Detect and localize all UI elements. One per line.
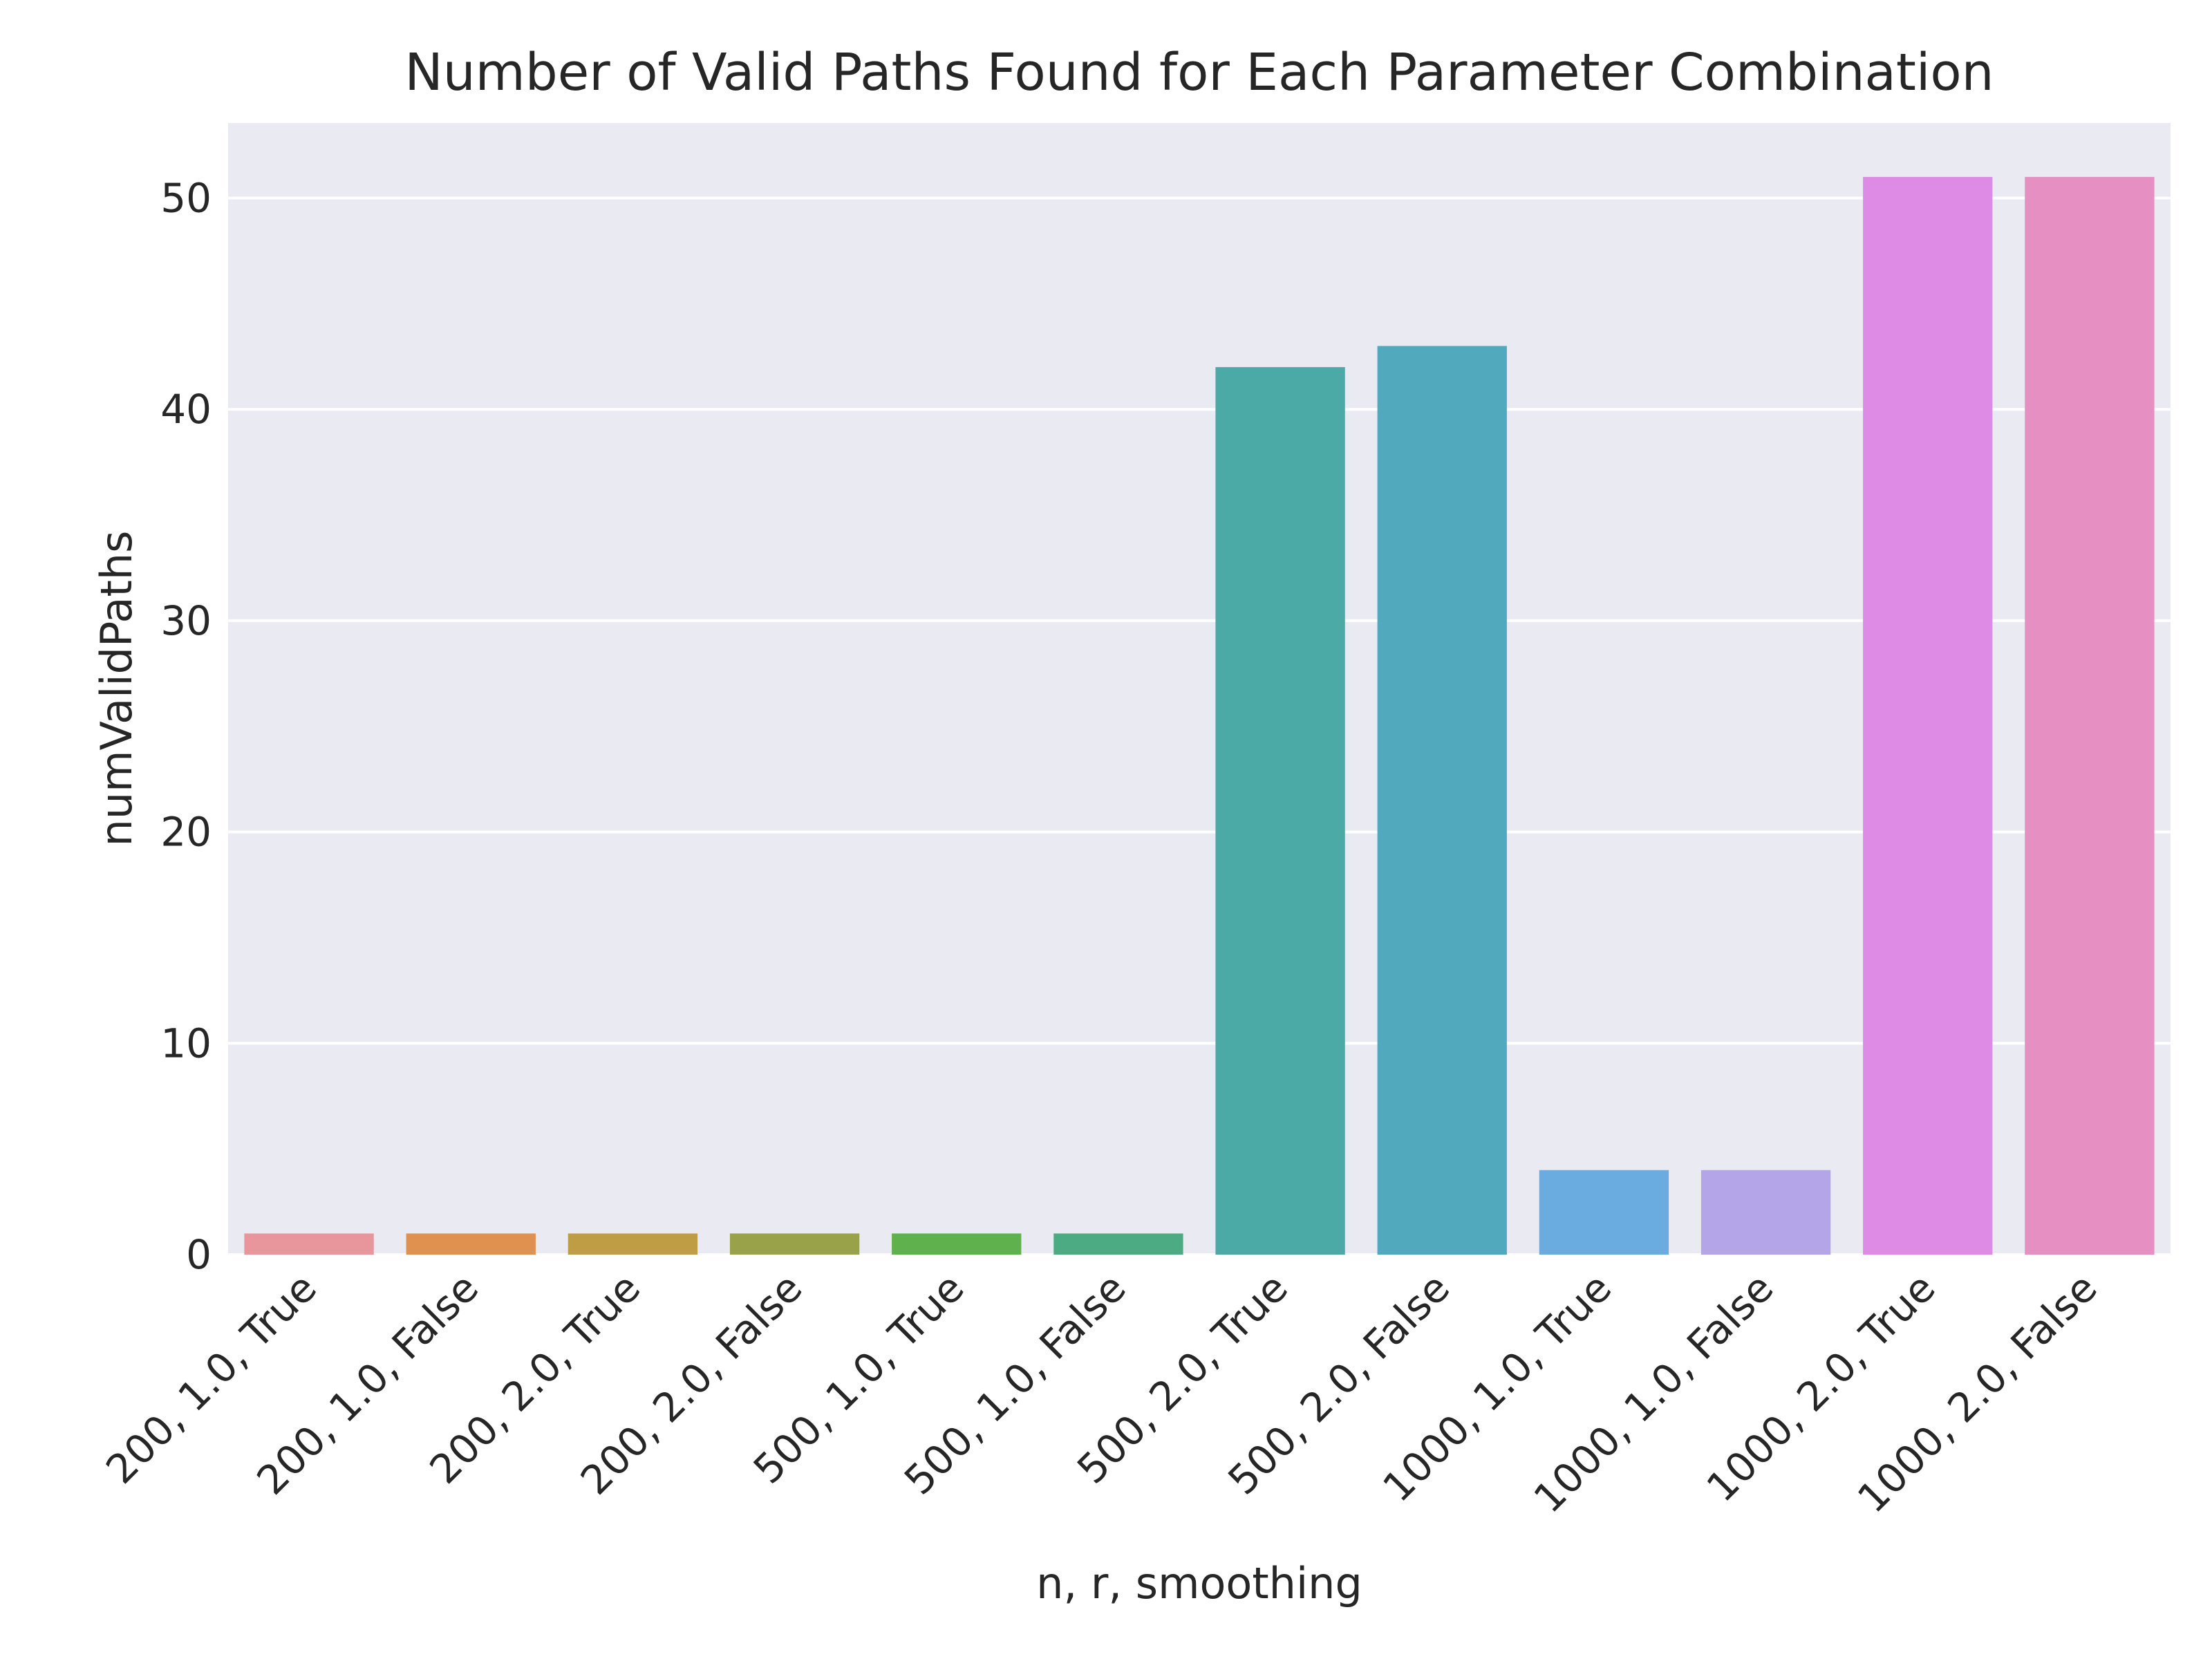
y-tick-label: 10 xyxy=(160,1020,212,1067)
y-axis-label: numValidPaths xyxy=(91,531,142,847)
bar-12 xyxy=(2025,176,2155,1255)
y-tick-label: 20 xyxy=(160,809,212,856)
bar-7 xyxy=(1215,367,1345,1255)
bar-6 xyxy=(1053,1233,1183,1255)
chart-title: Number of Valid Paths Found for Each Par… xyxy=(404,43,1994,102)
bars xyxy=(244,176,2155,1255)
bar-4 xyxy=(729,1233,860,1255)
bar-9 xyxy=(1539,1170,1669,1255)
y-tick-label: 40 xyxy=(160,386,212,433)
bar-3 xyxy=(568,1233,698,1255)
bar-5 xyxy=(892,1233,1022,1255)
y-tick-label: 0 xyxy=(186,1231,212,1278)
y-tick-label: 50 xyxy=(160,175,212,222)
x-axis-label: n, r, smoothing xyxy=(1036,1558,1362,1609)
bar-10 xyxy=(1700,1170,1831,1255)
y-tick-labels: 0 10 20 30 40 50 xyxy=(160,175,212,1278)
y-tick-label: 30 xyxy=(160,597,212,644)
gridlines xyxy=(228,196,2171,1256)
bar-11 xyxy=(1863,176,1993,1255)
plot-background xyxy=(228,123,2171,1255)
bar-8 xyxy=(1377,346,1507,1255)
bar-2 xyxy=(406,1233,536,1255)
bar-1 xyxy=(244,1233,374,1255)
